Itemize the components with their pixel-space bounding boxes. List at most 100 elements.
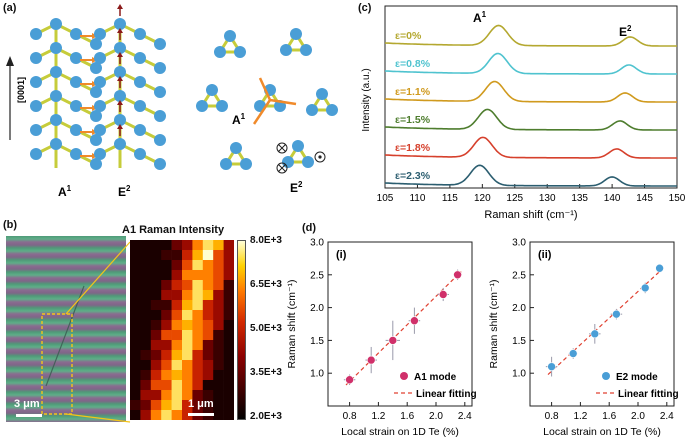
heatmap-cell	[161, 290, 172, 301]
atom	[70, 100, 82, 112]
atom	[70, 124, 82, 136]
atom	[94, 100, 106, 112]
optical-micrograph: 3 μm	[6, 236, 126, 422]
heatmap-cell	[161, 350, 172, 361]
atom	[154, 38, 166, 50]
out-of-page-icon	[314, 151, 326, 163]
heatmap-cell	[140, 340, 152, 351]
heatmap-cell	[213, 260, 224, 271]
heatmap-cell	[140, 330, 152, 341]
heatmap-cell	[171, 290, 183, 301]
heatmap-cell	[140, 350, 152, 361]
map-title: A1 Raman Intensity	[122, 224, 225, 236]
x-tick-label: 1.2	[371, 411, 385, 422]
heatmap-cell	[182, 260, 193, 271]
heatmap-cell	[192, 270, 204, 281]
heatmap-cell	[130, 310, 141, 321]
displacement-arrowhead	[117, 28, 123, 33]
heatmap-cell	[130, 410, 141, 420]
atom	[154, 158, 166, 170]
spectrum-line	[384, 108, 677, 131]
panel-label-d: (d)	[302, 222, 317, 234]
panel-label-c: (c)	[358, 2, 372, 14]
atom	[94, 124, 106, 136]
heatmap-cell	[171, 270, 183, 281]
scale-bar-left	[16, 414, 42, 417]
atom	[154, 62, 166, 74]
heatmap-cell	[150, 350, 162, 361]
data-point	[568, 349, 578, 358]
heatmap-cell	[223, 310, 234, 321]
data-point	[547, 362, 556, 371]
heatmap-cell	[192, 330, 204, 341]
atom	[30, 28, 42, 40]
heatmap-cell	[182, 290, 193, 301]
heatmap-cell	[161, 260, 172, 271]
heatmap-cell	[223, 260, 234, 271]
heatmap-cell	[171, 320, 183, 331]
heatmap-cell	[150, 390, 162, 401]
heatmap-cell	[140, 410, 152, 420]
fit-line	[547, 267, 664, 375]
heatmap-cell	[130, 300, 141, 311]
colorbar	[237, 240, 246, 420]
heatmap-cell	[140, 360, 152, 371]
heatmap-cell	[213, 380, 224, 391]
heatmap-cell	[130, 270, 141, 281]
atom	[94, 76, 106, 88]
y-tick-label: 3.0	[310, 238, 324, 249]
plot-frame	[529, 241, 675, 407]
heatmap-cell	[182, 320, 193, 331]
heatmap-cell	[182, 370, 193, 381]
heatmap-cell	[223, 300, 234, 311]
peak-label-e2: E2	[619, 24, 632, 39]
heatmap-cell	[223, 370, 234, 381]
spectrum-line	[384, 24, 677, 47]
x-tick-label: 0.8	[343, 411, 357, 422]
heatmap-cell	[182, 310, 193, 321]
x-tick-label: 110	[409, 193, 425, 204]
heatmap-cell	[171, 300, 183, 311]
e2-mode-label: E2	[118, 184, 131, 199]
heatmap-cell	[150, 240, 162, 251]
heatmap-cell	[161, 360, 172, 371]
atom	[196, 100, 208, 112]
atom	[216, 100, 228, 112]
heatmap-cell	[161, 310, 172, 321]
raman-intensity-map	[130, 240, 234, 420]
atom	[114, 18, 126, 30]
heatmap-cell	[202, 290, 214, 301]
heatmap-cell	[150, 320, 162, 331]
heatmap-cell	[202, 280, 214, 291]
heatmap-cell	[150, 270, 162, 281]
heatmap-cell	[202, 270, 214, 281]
heatmap-cell	[140, 290, 152, 301]
heatmap-cell	[150, 410, 162, 420]
heatmap-cell	[140, 270, 152, 281]
heatmap-cell	[150, 340, 162, 351]
heatmap-cell	[161, 330, 172, 341]
data-point	[590, 329, 600, 339]
x-tick-label: 2.4	[660, 411, 674, 422]
atom	[90, 62, 102, 74]
series-label: ε=0.8%	[395, 58, 431, 70]
atom	[292, 140, 304, 152]
heatmap-cell	[140, 310, 152, 321]
atom	[302, 156, 314, 168]
atom	[70, 76, 82, 88]
x-tick-label: 145	[636, 193, 653, 204]
motif-triangle	[217, 33, 243, 54]
heatmap-cell	[213, 310, 224, 321]
heatmap-cell	[150, 330, 162, 341]
heatmap-cell	[202, 310, 214, 321]
heatmap-cell	[171, 340, 183, 351]
heatmap-cell	[192, 380, 204, 391]
atom	[114, 138, 126, 150]
atom	[224, 30, 236, 42]
scatter-e2-chart: (ii) 0.8 1.2 1.6 2.0 2.4 1.0 1.5 2.0 2.5 3.0 Local …	[488, 238, 679, 439]
series-label: ε=0%	[395, 30, 422, 42]
heatmap-cell	[130, 240, 141, 251]
heatmap-cell	[192, 390, 204, 401]
heatmap-cell	[140, 370, 152, 381]
heatmap-cell	[161, 300, 172, 311]
